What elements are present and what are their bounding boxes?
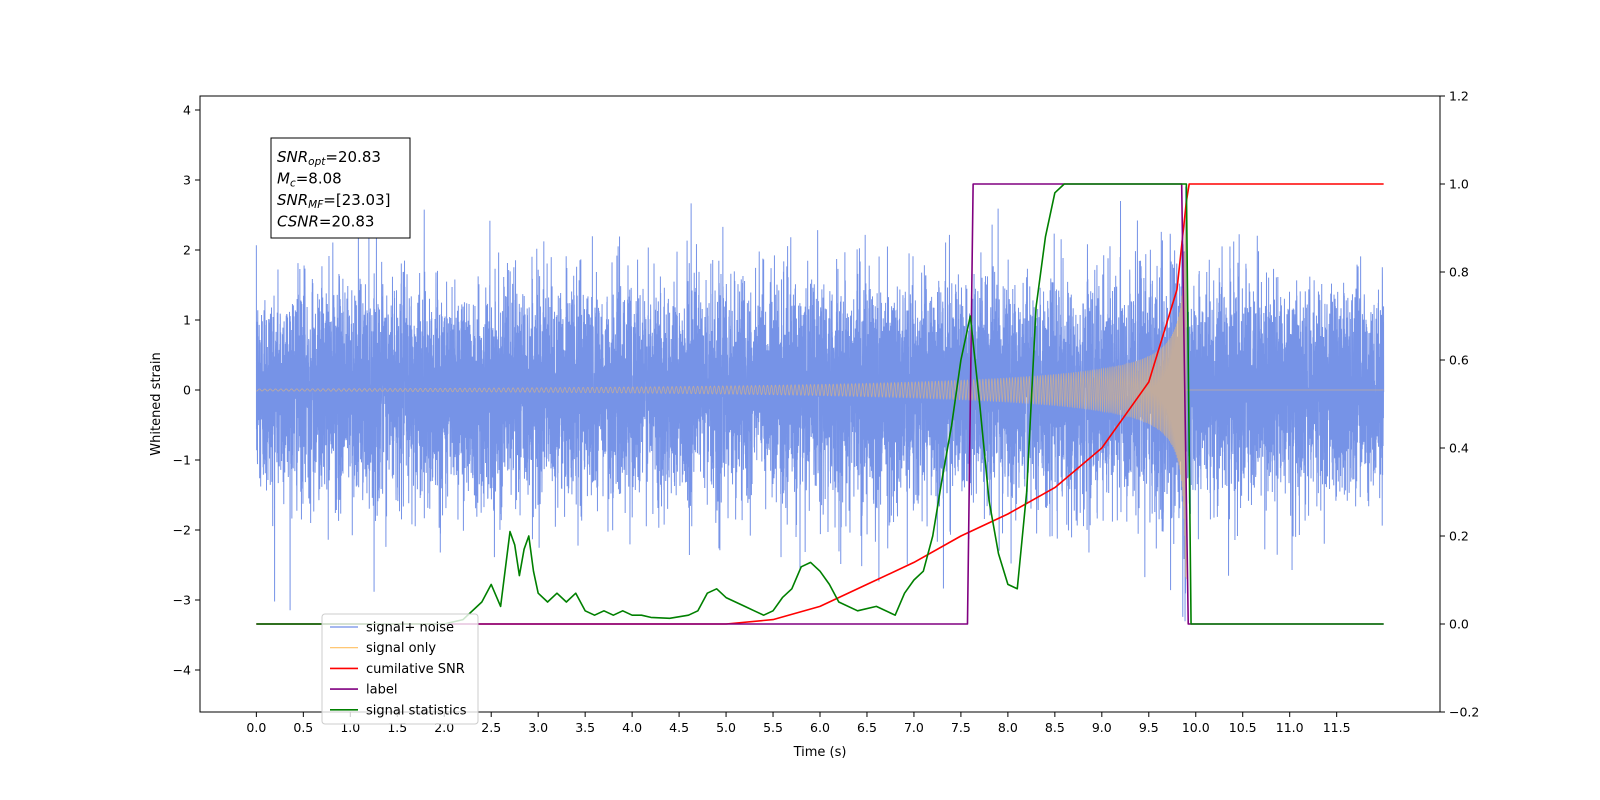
y-tick-label: 3 xyxy=(183,173,191,188)
series-signal-only xyxy=(256,201,1384,579)
y-tick-label: −3 xyxy=(173,593,191,608)
y-tick-label: −2 xyxy=(173,523,191,538)
x-tick-label: 0.0 xyxy=(246,720,266,735)
y2-tick-label: 0.2 xyxy=(1449,529,1469,544)
series-cumulative-snr xyxy=(256,183,1384,625)
x-tick-label: 6.0 xyxy=(810,720,830,735)
y-tick-label: 1 xyxy=(183,313,191,328)
y2-tick-label: 0.6 xyxy=(1449,353,1469,368)
y-tick-label: −1 xyxy=(173,453,191,468)
x-tick-label: 4.5 xyxy=(669,720,689,735)
x-tick-label: 11.5 xyxy=(1323,720,1351,735)
x-axis-label: Time (s) xyxy=(793,745,847,760)
x-tick-label: 9.5 xyxy=(1139,720,1159,735)
y-axis-left: −4 −3 −2 −1 0 1 2 3 4 xyxy=(173,103,200,678)
x-tick-label: 3.0 xyxy=(528,720,548,735)
x-tick-label: 0.5 xyxy=(293,720,313,735)
y-axis-label: Whitened strain xyxy=(149,352,164,455)
stats-box xyxy=(270,137,411,239)
y-axis-right: −0.2 0.0 0.2 0.4 0.6 0.8 1.0 1.2 xyxy=(1440,89,1479,720)
series-signal-statistics xyxy=(256,183,1384,625)
stats-line: SNRopt=20.83 xyxy=(277,148,381,168)
x-tick-label: 5.0 xyxy=(716,720,736,735)
series-signal-noise xyxy=(255,186,1385,622)
x-tick-label: 8.0 xyxy=(998,720,1018,735)
y-tick-label: −4 xyxy=(173,663,191,678)
legend-label: signal+ noise xyxy=(366,621,454,636)
y-tick-label: 4 xyxy=(183,103,191,118)
y2-tick-label: 1.2 xyxy=(1449,89,1469,104)
y-tick-label: 0 xyxy=(183,383,191,398)
y2-tick-label: 1.0 xyxy=(1449,177,1469,192)
legend-box xyxy=(321,613,479,725)
y2-tick-label: 0.8 xyxy=(1449,265,1469,280)
x-tick-label: 2.5 xyxy=(481,720,501,735)
x-tick-label: 7.5 xyxy=(951,720,971,735)
stats-line: CSNR=20.83 xyxy=(277,213,374,231)
y2-tick-label: 0.0 xyxy=(1449,617,1469,632)
x-tick-label: 10.0 xyxy=(1182,720,1210,735)
legend: signal+ noise signal only cumilative SNR la… xyxy=(321,613,479,725)
x-tick-label: 9.0 xyxy=(1092,720,1112,735)
stats-line: Mc=8.08 xyxy=(277,170,342,190)
x-tick-label: 5.5 xyxy=(763,720,783,735)
x-tick-label: 8.5 xyxy=(1045,720,1065,735)
x-tick-label: 7.0 xyxy=(904,720,924,735)
legend-label: signal only xyxy=(366,641,436,656)
legend-label: cumilative SNR xyxy=(366,662,465,677)
x-tick-label: 10.5 xyxy=(1229,720,1257,735)
x-tick-label: 11.0 xyxy=(1276,720,1304,735)
x-tick-label: 3.5 xyxy=(575,720,595,735)
y2-tick-label: 0.4 xyxy=(1449,441,1469,456)
series-layer xyxy=(255,183,1385,625)
x-tick-label: 6.5 xyxy=(857,720,877,735)
legend-label: label xyxy=(366,683,397,698)
x-tick-label: 4.0 xyxy=(622,720,642,735)
y-tick-label: 2 xyxy=(183,243,191,258)
legend-label: signal statistics xyxy=(366,703,467,718)
y2-tick-label: −0.2 xyxy=(1449,705,1479,720)
stats-line: SNRMF=[23.03] xyxy=(277,191,391,211)
